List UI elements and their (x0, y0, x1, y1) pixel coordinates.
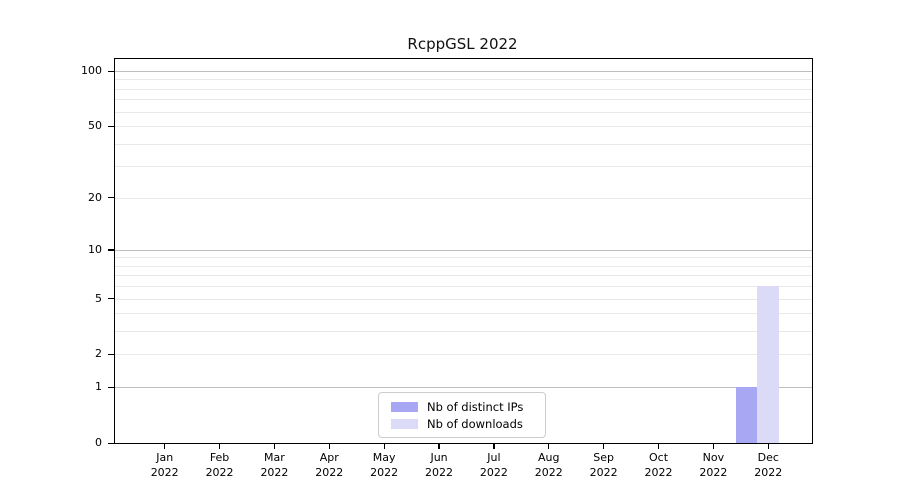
major-gridline (115, 249, 812, 251)
bar-distinct-ips (735, 387, 758, 443)
x-axis-tick-label: Nov 2022 (699, 451, 728, 479)
minor-gridline (115, 298, 812, 300)
minor-gridline (115, 257, 812, 259)
x-axis-tick-label: Sep 2022 (589, 451, 618, 479)
distinct-ips-swatch-icon (391, 401, 418, 412)
y-axis-tick-label: 100 (81, 64, 102, 77)
x-axis-tick (712, 443, 715, 449)
y-axis-tick (107, 298, 114, 300)
x-axis-tick-label: Oct 2022 (644, 451, 673, 479)
y-axis-tick (107, 249, 114, 251)
minor-gridline (115, 313, 812, 315)
y-axis-tick (107, 442, 114, 444)
y-axis-tick-label: 50 (88, 119, 102, 133)
major-gridline (115, 387, 812, 389)
legend-item-downloads: Nb of downloads (387, 417, 537, 431)
y-axis-tick (107, 125, 114, 127)
x-axis-tick (657, 443, 660, 449)
y-axis-tick-label: 2 (95, 347, 102, 361)
downloads-swatch-icon (391, 418, 418, 429)
minor-gridline (115, 166, 812, 168)
minor-gridline (115, 111, 812, 113)
plot-area: 0 1 2 5 10 20 50 100 Jan 2022 Feb 2022 Mar 2022 Apr 202… (81, 58, 813, 479)
minor-gridline (115, 275, 812, 277)
x-axis-tick (548, 443, 550, 449)
minor-gridline (115, 331, 812, 333)
legend-item-distinct-ips: Nb of distinct IPs (387, 400, 537, 414)
y-axis-tick (107, 197, 114, 199)
y-axis-tick (107, 353, 114, 356)
minor-gridline (115, 99, 812, 101)
chart-title: RcppGSL 2022 (407, 35, 518, 53)
y-axis-tick-label: 20 (88, 190, 102, 204)
x-axis-tick (383, 443, 385, 449)
y-axis-tick-label: 0 (95, 436, 102, 449)
legend-label-distinct-ips: Nb of distinct IPs (427, 399, 524, 414)
minor-gridline (115, 197, 812, 199)
x-axis-tick-label: Aug 2022 (534, 451, 563, 479)
x-axis-tick-label: Apr 2022 (315, 451, 344, 479)
x-axis-tick (603, 443, 605, 449)
x-axis-tick (218, 443, 221, 449)
y-axis-tick (107, 70, 114, 72)
x-axis-tick-label: Feb 2022 (205, 451, 234, 479)
x-axis-tick-label: Mar 2022 (260, 451, 289, 479)
y-axis-tick-label: 5 (95, 291, 102, 305)
minor-gridline (115, 286, 812, 288)
major-gridline (115, 71, 812, 72)
bar-downloads (757, 286, 779, 443)
x-axis-tick-label: Dec 2022 (754, 451, 783, 479)
x-axis-tick (493, 443, 495, 449)
y-axis-tick-label: 1 (95, 380, 102, 394)
minor-gridline (115, 88, 812, 90)
x-axis-tick (438, 443, 440, 449)
x-axis-tick-label: Jul 2022 (479, 451, 508, 479)
minor-gridline (115, 79, 812, 81)
minor-gridline (115, 126, 812, 128)
legend-label-downloads: Nb of downloads (427, 416, 523, 431)
legend: Nb of distinct IPs Nb of downloads (378, 392, 546, 438)
x-axis-tick (328, 443, 330, 449)
x-axis-tick-label: Jan 2022 (150, 451, 179, 479)
x-axis-tick-label: May 2022 (370, 451, 399, 479)
x-axis-tick (767, 443, 769, 449)
x-axis-tick (164, 443, 166, 449)
x-axis-tick-label: Jun 2022 (425, 451, 454, 479)
minor-gridline (115, 143, 812, 145)
x-axis-tick (273, 443, 276, 449)
y-axis-tick-label: 10 (88, 242, 102, 256)
y-axis-tick (107, 386, 114, 388)
minor-gridline (115, 265, 812, 267)
minor-gridline (115, 354, 812, 356)
